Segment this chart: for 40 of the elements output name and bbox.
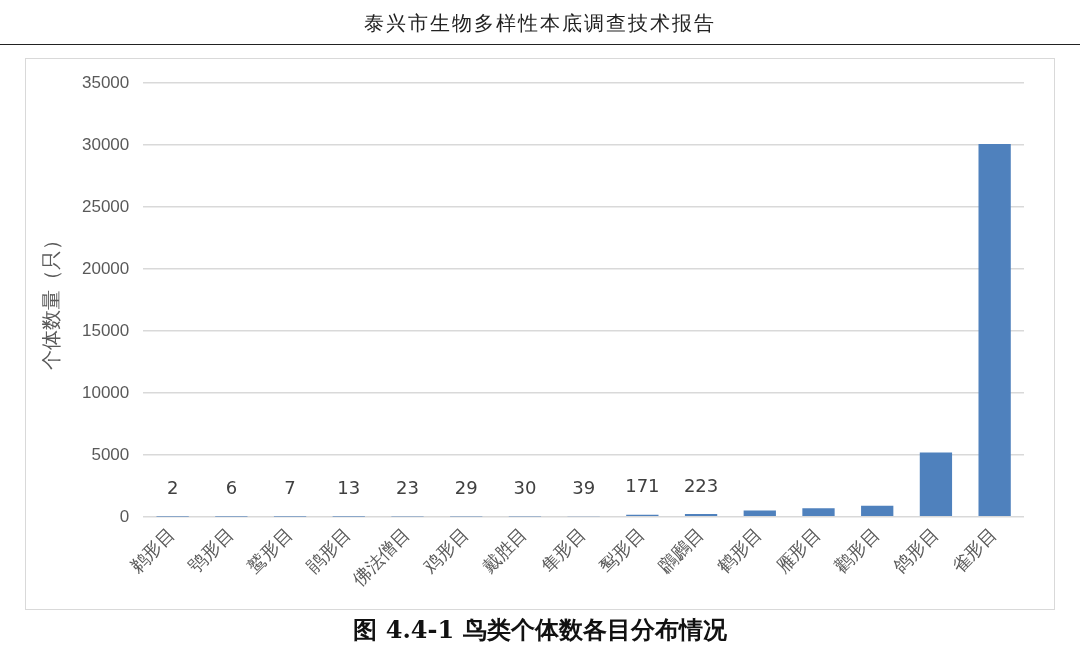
- data-label: 29: [454, 477, 478, 499]
- bar: [861, 505, 894, 517]
- bar: [919, 452, 953, 517]
- bar: [743, 510, 776, 517]
- bar: [802, 508, 835, 517]
- text: 泰兴市生物多样性本底调查技术报告: [363, 10, 717, 37]
- data-label: 2: [166, 477, 179, 499]
- y-tick-label: 25000: [81, 196, 130, 216]
- data-label: 13: [337, 477, 361, 499]
- x-tick-label: 䴕形目: [595, 523, 649, 577]
- bar: [978, 143, 1011, 517]
- x-tick-label: 隼形目: [536, 523, 590, 577]
- x-tick-label: 鹈形目: [125, 523, 179, 577]
- data-label: 23: [396, 477, 419, 499]
- data-label: 30: [513, 477, 537, 499]
- y-tick-label: 30000: [81, 134, 130, 154]
- x-tick-label: 鸽形目: [889, 523, 943, 577]
- y-tick-label: 20000: [81, 258, 130, 278]
- y-tick-label: 0: [119, 506, 130, 526]
- y-tick-label: 35000: [81, 72, 130, 92]
- text: 图 4.4-1 鸟类个体数各目分布情况: [352, 614, 728, 646]
- x-tick-label: 鸊鷉目: [654, 523, 708, 577]
- x-tick-label: 鹳形目: [830, 523, 884, 577]
- y-axis-title: 个体数量（只）: [39, 230, 62, 371]
- bar: [684, 514, 718, 517]
- y-tick-label: 5000: [91, 444, 130, 464]
- x-tick-label: 鹫形目: [243, 523, 297, 577]
- y-tick-label: 15000: [81, 320, 130, 340]
- x-tick-label: 鸮形目: [184, 523, 238, 577]
- y-tick-label: 10000: [81, 382, 130, 402]
- data-label: 39: [572, 477, 596, 498]
- x-tick-label: 鹤形目: [712, 523, 766, 577]
- x-tick-label: 雀形目: [947, 523, 1001, 577]
- data-label: 223: [683, 474, 719, 496]
- data-label: 6: [225, 477, 238, 499]
- data-label: 7: [284, 477, 296, 499]
- x-tick-label: 戴胜目: [478, 523, 532, 577]
- x-tick-label: 鸡形目: [418, 523, 473, 578]
- data-label: 171: [625, 475, 660, 497]
- x-tick-label: 雁形目: [771, 523, 825, 577]
